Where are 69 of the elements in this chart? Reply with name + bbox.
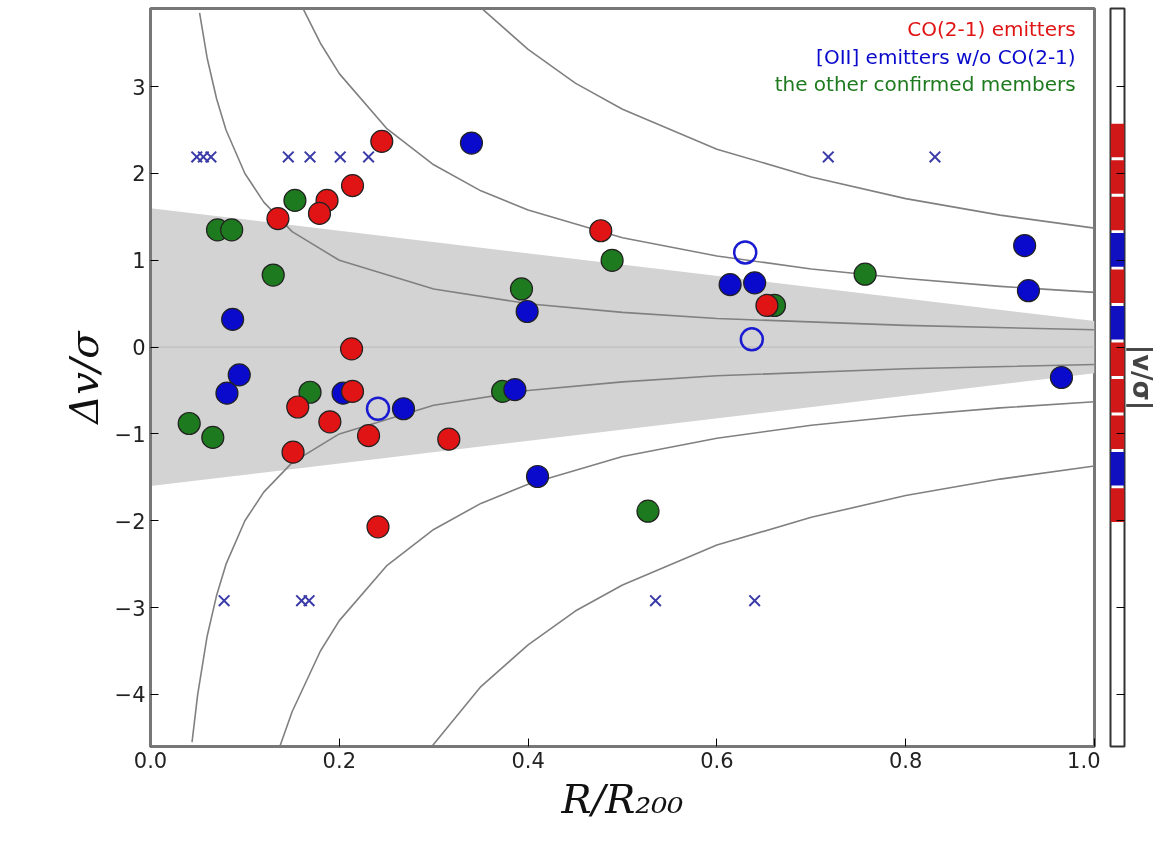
point — [221, 307, 245, 331]
point — [732, 240, 758, 265]
point — [333, 150, 347, 164]
y-tick-label: −3 — [114, 596, 146, 621]
point — [281, 440, 305, 464]
point — [589, 219, 613, 243]
point — [525, 464, 550, 489]
y-tick-label: −4 — [114, 683, 146, 708]
point — [217, 594, 231, 607]
point — [1049, 365, 1074, 390]
y-tick-label: 1 — [132, 249, 146, 274]
point — [503, 378, 527, 402]
point — [266, 207, 290, 231]
point — [283, 188, 307, 212]
x-tick-label: 0.0 — [133, 748, 168, 773]
point — [755, 293, 779, 318]
y-tick-label: −1 — [114, 422, 146, 447]
point — [356, 424, 381, 448]
point — [509, 277, 534, 301]
point — [366, 515, 390, 539]
x-tick-label: 0.6 — [700, 748, 734, 773]
y-tick-label: 2 — [132, 162, 146, 187]
point — [177, 411, 201, 436]
text: [OII] emitters w/o CO(2-1) — [816, 44, 1076, 69]
text: the other confirmed members — [774, 71, 1076, 96]
y-tick-label: 0 — [132, 336, 146, 361]
y-axis-title: |v/σ| — [1125, 344, 1157, 411]
text: CO(2-1) emitters — [907, 17, 1076, 42]
point — [227, 363, 251, 387]
point — [220, 218, 244, 242]
point — [1016, 279, 1041, 303]
point — [201, 425, 225, 449]
point — [261, 263, 285, 287]
point — [303, 150, 317, 164]
point — [362, 150, 375, 164]
x-tick-label: 0.8 — [889, 748, 923, 773]
x-axis-title: R/R₂₀₀ — [560, 775, 684, 822]
x-tick-label: 1.0 — [1067, 748, 1101, 773]
point — [743, 271, 767, 295]
point — [853, 262, 877, 286]
point — [365, 396, 391, 421]
point — [318, 410, 342, 434]
point — [739, 327, 765, 352]
point — [821, 150, 835, 164]
point — [600, 248, 624, 272]
point — [1013, 233, 1037, 258]
point — [282, 150, 295, 164]
point — [515, 299, 539, 324]
point — [437, 427, 461, 451]
point — [718, 273, 742, 297]
point — [286, 395, 310, 419]
point — [215, 381, 239, 405]
point — [307, 201, 332, 225]
y-tick-label: −2 — [114, 509, 146, 534]
point — [636, 499, 660, 523]
point — [298, 380, 322, 404]
x-tick-label: 0.2 — [322, 748, 357, 773]
y-axis-title: Δv/σ — [60, 329, 107, 426]
y-tick-label: 3 — [132, 75, 146, 100]
point — [340, 379, 365, 403]
point — [391, 397, 416, 421]
point — [339, 337, 364, 361]
point — [340, 174, 365, 198]
point — [459, 131, 484, 155]
point — [649, 594, 662, 607]
point — [370, 129, 394, 153]
point — [928, 150, 942, 164]
point — [748, 594, 761, 607]
x-tick-label: 0.4 — [511, 748, 545, 773]
